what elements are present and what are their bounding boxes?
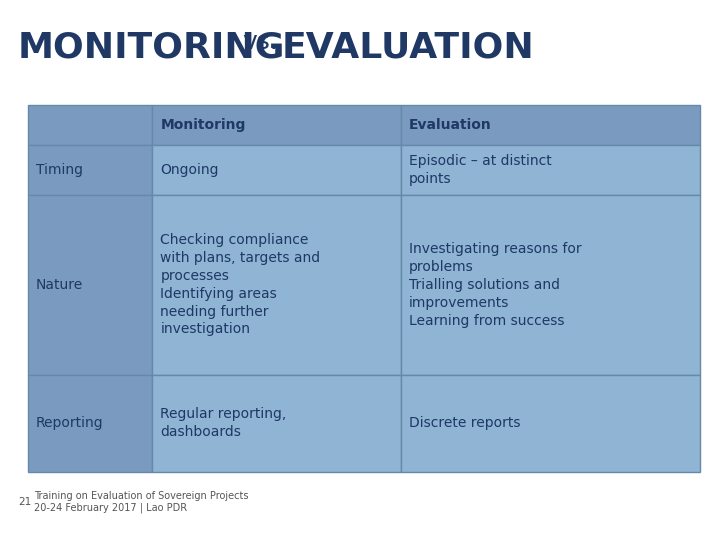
Text: Monitoring: Monitoring <box>161 118 246 132</box>
Bar <box>401 375 700 472</box>
Text: Nature: Nature <box>36 278 84 292</box>
Bar <box>153 195 401 375</box>
Text: 20-24 February 2017 | Lao PDR: 20-24 February 2017 | Lao PDR <box>34 503 187 513</box>
Bar <box>153 145 401 195</box>
Text: Reporting: Reporting <box>36 416 104 430</box>
Text: 21: 21 <box>18 497 31 507</box>
Bar <box>153 105 401 145</box>
Text: vs.: vs. <box>242 30 278 54</box>
Text: Training on Evaluation of Sovereign Projects: Training on Evaluation of Sovereign Proj… <box>34 491 248 501</box>
Text: Ongoing: Ongoing <box>161 163 219 177</box>
Text: Evaluation: Evaluation <box>409 118 492 132</box>
Bar <box>28 195 153 375</box>
Text: Checking compliance
with plans, targets and
processes
Identifying areas
needing : Checking compliance with plans, targets … <box>161 233 320 336</box>
Bar <box>401 105 700 145</box>
Text: EVALUATION: EVALUATION <box>282 30 535 64</box>
Text: MONITORING: MONITORING <box>18 30 285 64</box>
Text: Discrete reports: Discrete reports <box>409 416 521 430</box>
Bar <box>401 195 700 375</box>
Bar <box>28 145 153 195</box>
Text: Timing: Timing <box>36 163 83 177</box>
Bar <box>401 145 700 195</box>
Bar <box>28 375 153 472</box>
Text: Investigating reasons for
problems
Trialling solutions and
improvements
Learning: Investigating reasons for problems Trial… <box>409 242 582 328</box>
Text: Regular reporting,
dashboards: Regular reporting, dashboards <box>161 408 287 440</box>
Bar <box>153 375 401 472</box>
Text: Episodic – at distinct
points: Episodic – at distinct points <box>409 154 552 186</box>
Bar <box>28 105 153 145</box>
